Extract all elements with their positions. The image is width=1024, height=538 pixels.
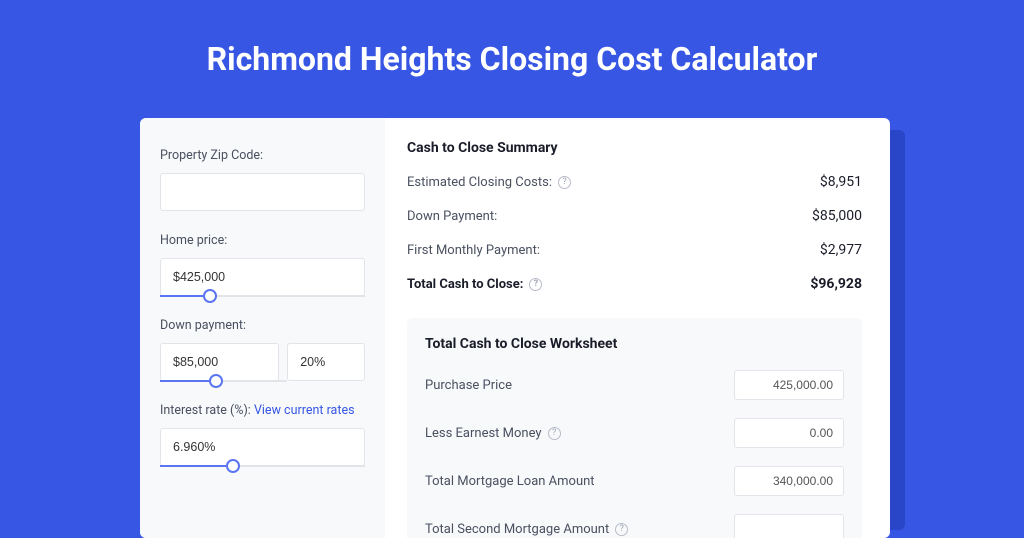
home-price-slider-wrap xyxy=(160,258,365,296)
help-icon[interactable]: ? xyxy=(529,278,542,291)
interest-label-text: Interest rate (%): xyxy=(160,403,254,418)
worksheet-row-second-mortgage: Total Second Mortgage Amount ? xyxy=(425,514,844,538)
summary-row-total: Total Cash to Close: ? $96,928 xyxy=(407,276,862,292)
worksheet-row-mortgage-amount: Total Mortgage Loan Amount xyxy=(425,466,844,496)
summary-value-down-payment: $85,000 xyxy=(812,208,862,224)
help-icon[interactable]: ? xyxy=(615,523,628,536)
worksheet-panel: Total Cash to Close Worksheet Purchase P… xyxy=(407,318,862,538)
worksheet-input-mortgage-amount[interactable] xyxy=(734,466,844,496)
home-price-field-group: Home price: xyxy=(160,233,365,296)
worksheet-label-earnest-money: Less Earnest Money ? xyxy=(425,426,561,441)
down-payment-slider-fill xyxy=(160,380,209,382)
interest-slider-thumb[interactable] xyxy=(226,459,240,473)
help-icon[interactable]: ? xyxy=(558,176,571,189)
interest-slider-fill xyxy=(160,465,226,467)
help-icon[interactable]: ? xyxy=(548,427,561,440)
summary-label-closing-costs: Estimated Closing Costs: ? xyxy=(407,175,571,190)
summary-total-label-text: Total Cash to Close: xyxy=(407,277,523,292)
down-payment-slider-thumb[interactable] xyxy=(209,374,223,388)
calculator-card: Property Zip Code: Home price: Down paym… xyxy=(140,118,890,538)
summary-value-closing-costs: $8,951 xyxy=(820,174,862,190)
down-payment-pct-input[interactable] xyxy=(287,343,365,381)
summary-value-total: $96,928 xyxy=(810,276,862,292)
summary-row-down-payment: Down Payment: $85,000 xyxy=(407,208,862,224)
summary-row-closing-costs: Estimated Closing Costs: ? $8,951 xyxy=(407,174,862,190)
inputs-sidebar: Property Zip Code: Home price: Down paym… xyxy=(140,118,385,538)
summary-title: Cash to Close Summary xyxy=(407,140,862,156)
summary-label-down-payment: Down Payment: xyxy=(407,209,497,224)
worksheet-label-mortgage-amount: Total Mortgage Loan Amount xyxy=(425,474,595,489)
worksheet-row-earnest-money: Less Earnest Money ? xyxy=(425,418,844,448)
summary-value-first-payment: $2,977 xyxy=(820,242,862,258)
summary-row-first-payment: First Monthly Payment: $2,977 xyxy=(407,242,862,258)
worksheet-label-text: Total Second Mortgage Amount xyxy=(425,522,609,537)
zip-field-group: Property Zip Code: xyxy=(160,148,365,211)
view-rates-link[interactable]: View current rates xyxy=(254,403,355,418)
down-payment-label: Down payment: xyxy=(160,318,365,333)
home-price-label: Home price: xyxy=(160,233,365,248)
zip-label: Property Zip Code: xyxy=(160,148,365,163)
worksheet-label-text: Less Earnest Money xyxy=(425,426,542,441)
interest-slider-wrap xyxy=(160,428,365,466)
home-price-slider-fill xyxy=(160,295,203,297)
worksheet-input-second-mortgage[interactable] xyxy=(734,514,844,538)
down-payment-slider-wrap xyxy=(160,343,365,381)
interest-field-group: Interest rate (%): View current rates xyxy=(160,403,365,466)
home-price-input[interactable] xyxy=(160,258,365,296)
home-price-slider-thumb[interactable] xyxy=(203,289,217,303)
worksheet-title: Total Cash to Close Worksheet xyxy=(425,336,844,352)
worksheet-input-earnest-money[interactable] xyxy=(734,418,844,448)
results-main: Cash to Close Summary Estimated Closing … xyxy=(385,118,890,538)
summary-label-first-payment: First Monthly Payment: xyxy=(407,243,540,258)
summary-label-text: Estimated Closing Costs: xyxy=(407,175,552,190)
summary-label-total: Total Cash to Close: ? xyxy=(407,277,542,292)
worksheet-row-purchase-price: Purchase Price xyxy=(425,370,844,400)
down-payment-field-group: Down payment: xyxy=(160,318,365,381)
page-title: Richmond Heights Closing Cost Calculator xyxy=(0,0,1024,106)
interest-label: Interest rate (%): View current rates xyxy=(160,403,365,418)
worksheet-label-second-mortgage: Total Second Mortgage Amount ? xyxy=(425,522,628,537)
zip-input[interactable] xyxy=(160,173,365,211)
worksheet-input-purchase-price[interactable] xyxy=(734,370,844,400)
interest-input[interactable] xyxy=(160,428,365,466)
worksheet-label-purchase-price: Purchase Price xyxy=(425,378,512,393)
section-divider xyxy=(407,310,862,318)
